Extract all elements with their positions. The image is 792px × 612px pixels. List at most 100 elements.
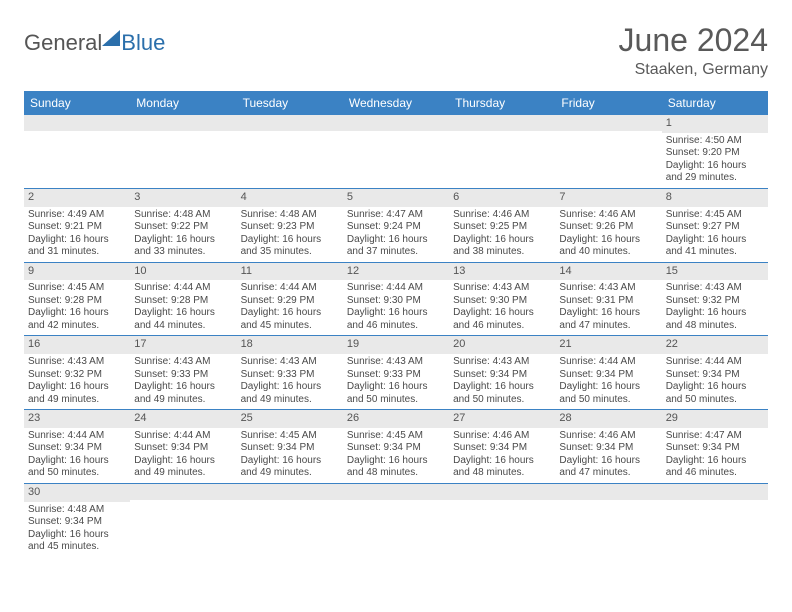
day-header: Tuesday [237,91,343,115]
sunrise-text: Sunrise: 4:44 AM [559,356,657,369]
day-info: Sunrise: 4:44 AMSunset: 9:34 PMDaylight:… [24,428,130,481]
sunrise-text: Sunrise: 4:43 AM [28,356,126,369]
brand-text-1: General [24,30,102,56]
day-cell [555,115,661,188]
sunrise-text: Sunrise: 4:45 AM [666,209,764,222]
sunrise-text: Sunrise: 4:46 AM [559,430,657,443]
week-row: 1Sunrise: 4:50 AMSunset: 9:20 PMDaylight… [24,115,768,189]
day-info: Sunrise: 4:44 AMSunset: 9:34 PMDaylight:… [555,354,661,407]
day-number [237,115,343,131]
day-number: 9 [24,263,130,281]
day-cell: 1Sunrise: 4:50 AMSunset: 9:20 PMDaylight… [662,115,768,188]
sunset-text: Sunset: 9:34 PM [347,442,445,455]
sunset-text: Sunset: 9:34 PM [134,442,232,455]
day-number: 1 [662,115,768,133]
daylight-text: Daylight: 16 hours and 49 minutes. [134,455,232,480]
day-info: Sunrise: 4:48 AMSunset: 9:22 PMDaylight:… [130,207,236,260]
day-info: Sunrise: 4:44 AMSunset: 9:34 PMDaylight:… [662,354,768,407]
week-row: 30Sunrise: 4:48 AMSunset: 9:34 PMDayligh… [24,484,768,557]
day-number: 13 [449,263,555,281]
sunset-text: Sunset: 9:34 PM [453,442,551,455]
day-number [343,115,449,131]
daylight-text: Daylight: 16 hours and 48 minutes. [453,455,551,480]
sunrise-text: Sunrise: 4:44 AM [666,356,764,369]
day-number: 26 [343,410,449,428]
sunrise-text: Sunrise: 4:43 AM [453,356,551,369]
day-info: Sunrise: 4:46 AMSunset: 9:26 PMDaylight:… [555,207,661,260]
daylight-text: Daylight: 16 hours and 44 minutes. [134,307,232,332]
day-number [130,484,236,500]
sunset-text: Sunset: 9:32 PM [666,295,764,308]
day-header: Saturday [662,91,768,115]
day-cell [130,484,236,557]
day-header: Monday [130,91,236,115]
day-cell: 4Sunrise: 4:48 AMSunset: 9:23 PMDaylight… [237,189,343,262]
week-row: 23Sunrise: 4:44 AMSunset: 9:34 PMDayligh… [24,410,768,484]
day-cell [449,484,555,557]
daylight-text: Daylight: 16 hours and 46 minutes. [347,307,445,332]
day-number: 16 [24,336,130,354]
day-cell [662,484,768,557]
daylight-text: Daylight: 16 hours and 49 minutes. [134,381,232,406]
daylight-text: Daylight: 16 hours and 50 minutes. [559,381,657,406]
day-cell: 15Sunrise: 4:43 AMSunset: 9:32 PMDayligh… [662,263,768,336]
month-title: June 2024 [619,22,768,59]
day-info: Sunrise: 4:50 AMSunset: 9:20 PMDaylight:… [662,133,768,186]
day-number: 25 [237,410,343,428]
day-header-row: Sunday Monday Tuesday Wednesday Thursday… [24,91,768,115]
day-info: Sunrise: 4:48 AMSunset: 9:34 PMDaylight:… [24,502,130,555]
day-number: 15 [662,263,768,281]
day-number [237,484,343,500]
day-info: Sunrise: 4:44 AMSunset: 9:28 PMDaylight:… [130,280,236,333]
day-number: 14 [555,263,661,281]
day-cell: 13Sunrise: 4:43 AMSunset: 9:30 PMDayligh… [449,263,555,336]
day-cell: 19Sunrise: 4:43 AMSunset: 9:33 PMDayligh… [343,336,449,409]
daylight-text: Daylight: 16 hours and 47 minutes. [559,307,657,332]
day-header: Friday [555,91,661,115]
sunset-text: Sunset: 9:34 PM [559,369,657,382]
sunrise-text: Sunrise: 4:44 AM [241,282,339,295]
sail-icon [102,30,120,46]
day-number: 24 [130,410,236,428]
day-number [449,484,555,500]
sunrise-text: Sunrise: 4:47 AM [347,209,445,222]
day-cell [237,115,343,188]
day-info: Sunrise: 4:43 AMSunset: 9:32 PMDaylight:… [24,354,130,407]
daylight-text: Daylight: 16 hours and 47 minutes. [559,455,657,480]
day-number: 29 [662,410,768,428]
weeks-container: 1Sunrise: 4:50 AMSunset: 9:20 PMDaylight… [24,115,768,557]
sunset-text: Sunset: 9:33 PM [347,369,445,382]
day-info: Sunrise: 4:46 AMSunset: 9:34 PMDaylight:… [555,428,661,481]
sunset-text: Sunset: 9:28 PM [28,295,126,308]
sunrise-text: Sunrise: 4:43 AM [559,282,657,295]
day-cell: 29Sunrise: 4:47 AMSunset: 9:34 PMDayligh… [662,410,768,483]
daylight-text: Daylight: 16 hours and 45 minutes. [28,529,126,554]
day-info: Sunrise: 4:44 AMSunset: 9:30 PMDaylight:… [343,280,449,333]
day-info: Sunrise: 4:47 AMSunset: 9:34 PMDaylight:… [662,428,768,481]
daylight-text: Daylight: 16 hours and 46 minutes. [453,307,551,332]
daylight-text: Daylight: 16 hours and 46 minutes. [666,455,764,480]
day-number: 6 [449,189,555,207]
sunset-text: Sunset: 9:34 PM [241,442,339,455]
day-cell: 17Sunrise: 4:43 AMSunset: 9:33 PMDayligh… [130,336,236,409]
day-number: 23 [24,410,130,428]
header-right: June 2024 Staaken, Germany [619,22,768,79]
sunrise-text: Sunrise: 4:50 AM [666,135,764,148]
day-number: 22 [662,336,768,354]
sunset-text: Sunset: 9:34 PM [666,369,764,382]
day-number [343,484,449,500]
sunrise-text: Sunrise: 4:44 AM [347,282,445,295]
day-cell [130,115,236,188]
sunset-text: Sunset: 9:30 PM [453,295,551,308]
sunrise-text: Sunrise: 4:45 AM [28,282,126,295]
daylight-text: Daylight: 16 hours and 40 minutes. [559,234,657,259]
daylight-text: Daylight: 16 hours and 37 minutes. [347,234,445,259]
sunrise-text: Sunrise: 4:44 AM [134,282,232,295]
sunset-text: Sunset: 9:34 PM [28,442,126,455]
day-info: Sunrise: 4:47 AMSunset: 9:24 PMDaylight:… [343,207,449,260]
day-number [662,484,768,500]
daylight-text: Daylight: 16 hours and 48 minutes. [666,307,764,332]
day-cell: 28Sunrise: 4:46 AMSunset: 9:34 PMDayligh… [555,410,661,483]
day-info: Sunrise: 4:45 AMSunset: 9:34 PMDaylight:… [343,428,449,481]
sunrise-text: Sunrise: 4:47 AM [666,430,764,443]
